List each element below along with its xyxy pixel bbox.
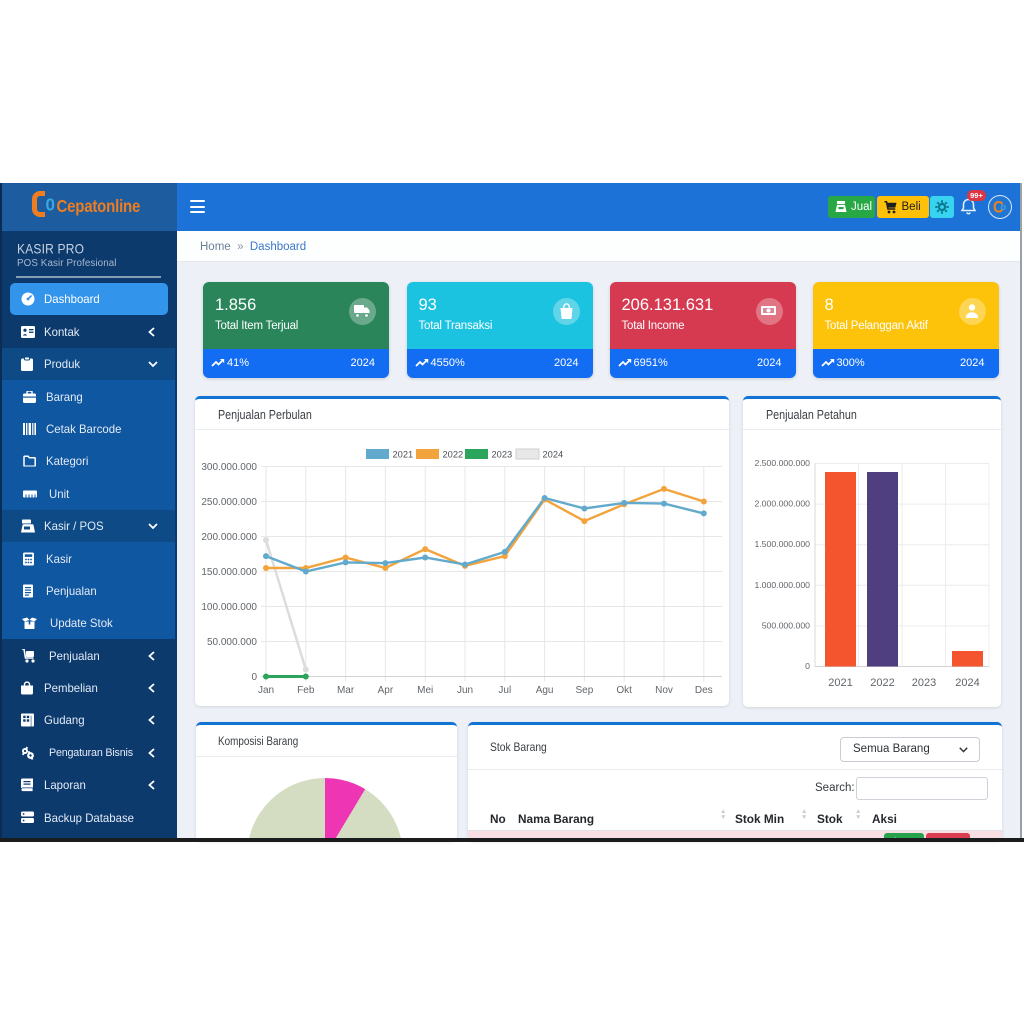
svg-text:2023: 2023 xyxy=(912,677,936,689)
svg-text:100.000.000: 100.000.000 xyxy=(201,602,257,613)
svg-text:Agu: Agu xyxy=(536,685,554,696)
svg-text:300.000.000: 300.000.000 xyxy=(201,462,257,473)
svg-text:2021: 2021 xyxy=(828,677,852,689)
svg-text:1.500.000.000: 1.500.000.000 xyxy=(754,539,810,549)
svg-text:Jul: Jul xyxy=(498,685,511,696)
svg-text:2023: 2023 xyxy=(492,450,513,460)
svg-text:2021: 2021 xyxy=(393,450,414,460)
svg-text:150.000.000: 150.000.000 xyxy=(201,567,257,578)
svg-text:Okt: Okt xyxy=(616,685,632,696)
svg-text:Nov: Nov xyxy=(655,685,673,696)
svg-text:2022: 2022 xyxy=(870,677,894,689)
svg-text:1.000.000.000: 1.000.000.000 xyxy=(754,580,810,590)
svg-text:Des: Des xyxy=(695,685,713,696)
svg-text:Mei: Mei xyxy=(417,685,433,696)
svg-text:2.500.000.000: 2.500.000.000 xyxy=(754,458,810,468)
svg-text:Mar: Mar xyxy=(337,685,355,696)
svg-text:200.000.000: 200.000.000 xyxy=(201,532,257,543)
svg-text:2024: 2024 xyxy=(543,450,564,460)
svg-text:2022: 2022 xyxy=(443,450,464,460)
svg-text:500.000.000: 500.000.000 xyxy=(762,620,810,630)
svg-text:2024: 2024 xyxy=(955,677,979,689)
svg-text:50.000.000: 50.000.000 xyxy=(207,637,257,648)
svg-text:Jun: Jun xyxy=(457,685,473,696)
svg-text:2.000.000.000: 2.000.000.000 xyxy=(754,499,810,509)
svg-text:Apr: Apr xyxy=(378,685,394,696)
svg-text:250.000.000: 250.000.000 xyxy=(201,497,257,508)
svg-text:0: 0 xyxy=(805,661,810,671)
svg-text:Jan: Jan xyxy=(258,685,274,696)
svg-text:Sep: Sep xyxy=(576,685,594,696)
svg-text:Feb: Feb xyxy=(297,685,315,696)
svg-text:0: 0 xyxy=(251,672,257,683)
